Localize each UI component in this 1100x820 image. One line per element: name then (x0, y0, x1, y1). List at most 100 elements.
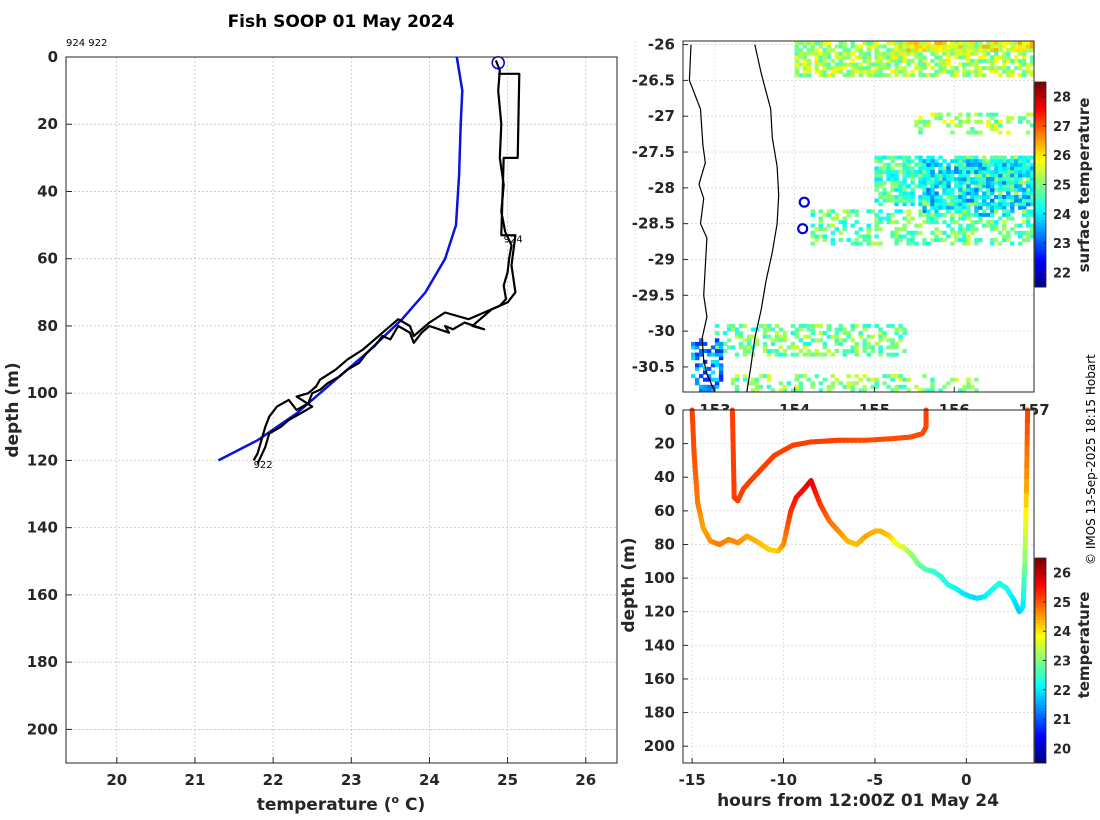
sst-pixel (870, 377, 875, 382)
sst-pixel (1022, 198, 1027, 203)
sst-pixel (1014, 166, 1019, 171)
sst-pixel (942, 166, 947, 171)
sst-pixel (898, 191, 903, 196)
sst-pixel (850, 349, 855, 353)
sst-pixel (802, 341, 808, 346)
sst-pixel (1002, 234, 1007, 239)
sst-pixel (934, 180, 939, 185)
sst-pixel (706, 349, 712, 353)
sst-pixel (966, 191, 971, 196)
x-tick-label: 20 (106, 771, 127, 789)
sst-pixel (918, 62, 923, 67)
sst-pixel (846, 384, 851, 389)
sst-pixel (966, 238, 971, 242)
sst-pixel (978, 195, 983, 199)
sst-pixel (702, 384, 708, 389)
sst-pixel (874, 377, 879, 382)
sst-pixel (862, 55, 867, 60)
sst-pixel (1030, 187, 1034, 192)
sst-pixel (962, 238, 967, 242)
sst-pixel (810, 44, 815, 49)
sst-pixel (810, 41, 815, 45)
sst-pixel (734, 331, 740, 336)
sst-pixel (882, 191, 887, 196)
sst-pixel (878, 241, 883, 246)
sst-pixel (894, 341, 899, 346)
sst-pixel (966, 44, 971, 49)
sst-pixel (838, 220, 843, 225)
sst-pixel (826, 48, 831, 53)
sst-pixel (1014, 184, 1019, 189)
colorbar-segment (1035, 631, 1046, 635)
sst-pixel (866, 209, 871, 214)
sst-pixel (798, 323, 804, 328)
sst-pixel (974, 51, 979, 56)
sst-pixel (710, 370, 716, 375)
colorbar-tick-label: 23 (1053, 237, 1071, 252)
sst-pixel (878, 177, 883, 182)
sst-pixel (934, 227, 939, 232)
sst-pixel (946, 381, 951, 386)
sst-pixel (950, 202, 955, 207)
sst-pixel (1026, 230, 1031, 235)
sst-pixel (874, 155, 879, 160)
time-axes-box (682, 409, 1035, 764)
sst-pixel (738, 341, 744, 346)
sst-pixel (910, 198, 915, 203)
sst-pixel (822, 377, 827, 382)
sst-pixel (970, 162, 975, 167)
sst-pixel (962, 212, 967, 217)
sst-pixel (954, 66, 959, 71)
sst-pixel (826, 44, 831, 49)
sst-pixel (994, 112, 999, 117)
sst-pixel (1026, 198, 1031, 203)
sst-pixel (878, 220, 883, 225)
sst-pixel (854, 209, 859, 214)
sst-pixel (974, 202, 979, 207)
sst-pixel (790, 352, 796, 357)
sst-pixel (934, 69, 939, 74)
sst-pixel (826, 223, 831, 228)
sst-pixel (1006, 51, 1011, 56)
sst-pixel (914, 119, 919, 124)
sst-pixel (906, 166, 911, 171)
sst-pixel (926, 48, 931, 53)
colorbar-segment (1035, 569, 1046, 574)
series-track-shallow (729, 407, 929, 504)
sst-pixel (914, 44, 919, 49)
map-y-tick-label: -29.5 (632, 286, 675, 304)
sst-pixel (906, 195, 911, 199)
sst-pixel (1022, 230, 1027, 235)
sst-pixel (826, 212, 831, 217)
sst-pixel (982, 44, 987, 49)
sst-pixel (778, 327, 784, 332)
colorbar-segment (1035, 748, 1046, 752)
sst-pixel (974, 69, 979, 74)
sst-pixel (994, 223, 999, 228)
sst-pixel (926, 198, 931, 203)
sst-pixel (850, 323, 855, 328)
sst-pixel (854, 323, 859, 328)
sst-pixel (974, 112, 979, 117)
sst-pixel (906, 220, 911, 225)
sst-pixel (1030, 169, 1034, 174)
sst-pixel (754, 381, 760, 386)
sst-pixel (958, 41, 963, 45)
sst-pixel (950, 230, 955, 235)
sst-pixel (866, 223, 871, 228)
colorbar-segment (1035, 695, 1046, 700)
sst-pixel (918, 177, 923, 182)
sst-pixel (970, 202, 975, 207)
sst-pixel (854, 212, 859, 217)
sst-pixel (798, 327, 804, 332)
sst-pixel (922, 187, 927, 192)
sst-pixel (978, 66, 983, 71)
sst-pixel (890, 323, 895, 328)
sst-pixel (906, 48, 911, 53)
sst-pixel (1030, 55, 1034, 60)
sst-pixel (1030, 195, 1034, 199)
sst-pixel (878, 180, 883, 185)
sst-pixel (930, 184, 935, 189)
colorbar-segment (1035, 184, 1046, 188)
sst-pixel (926, 209, 931, 214)
